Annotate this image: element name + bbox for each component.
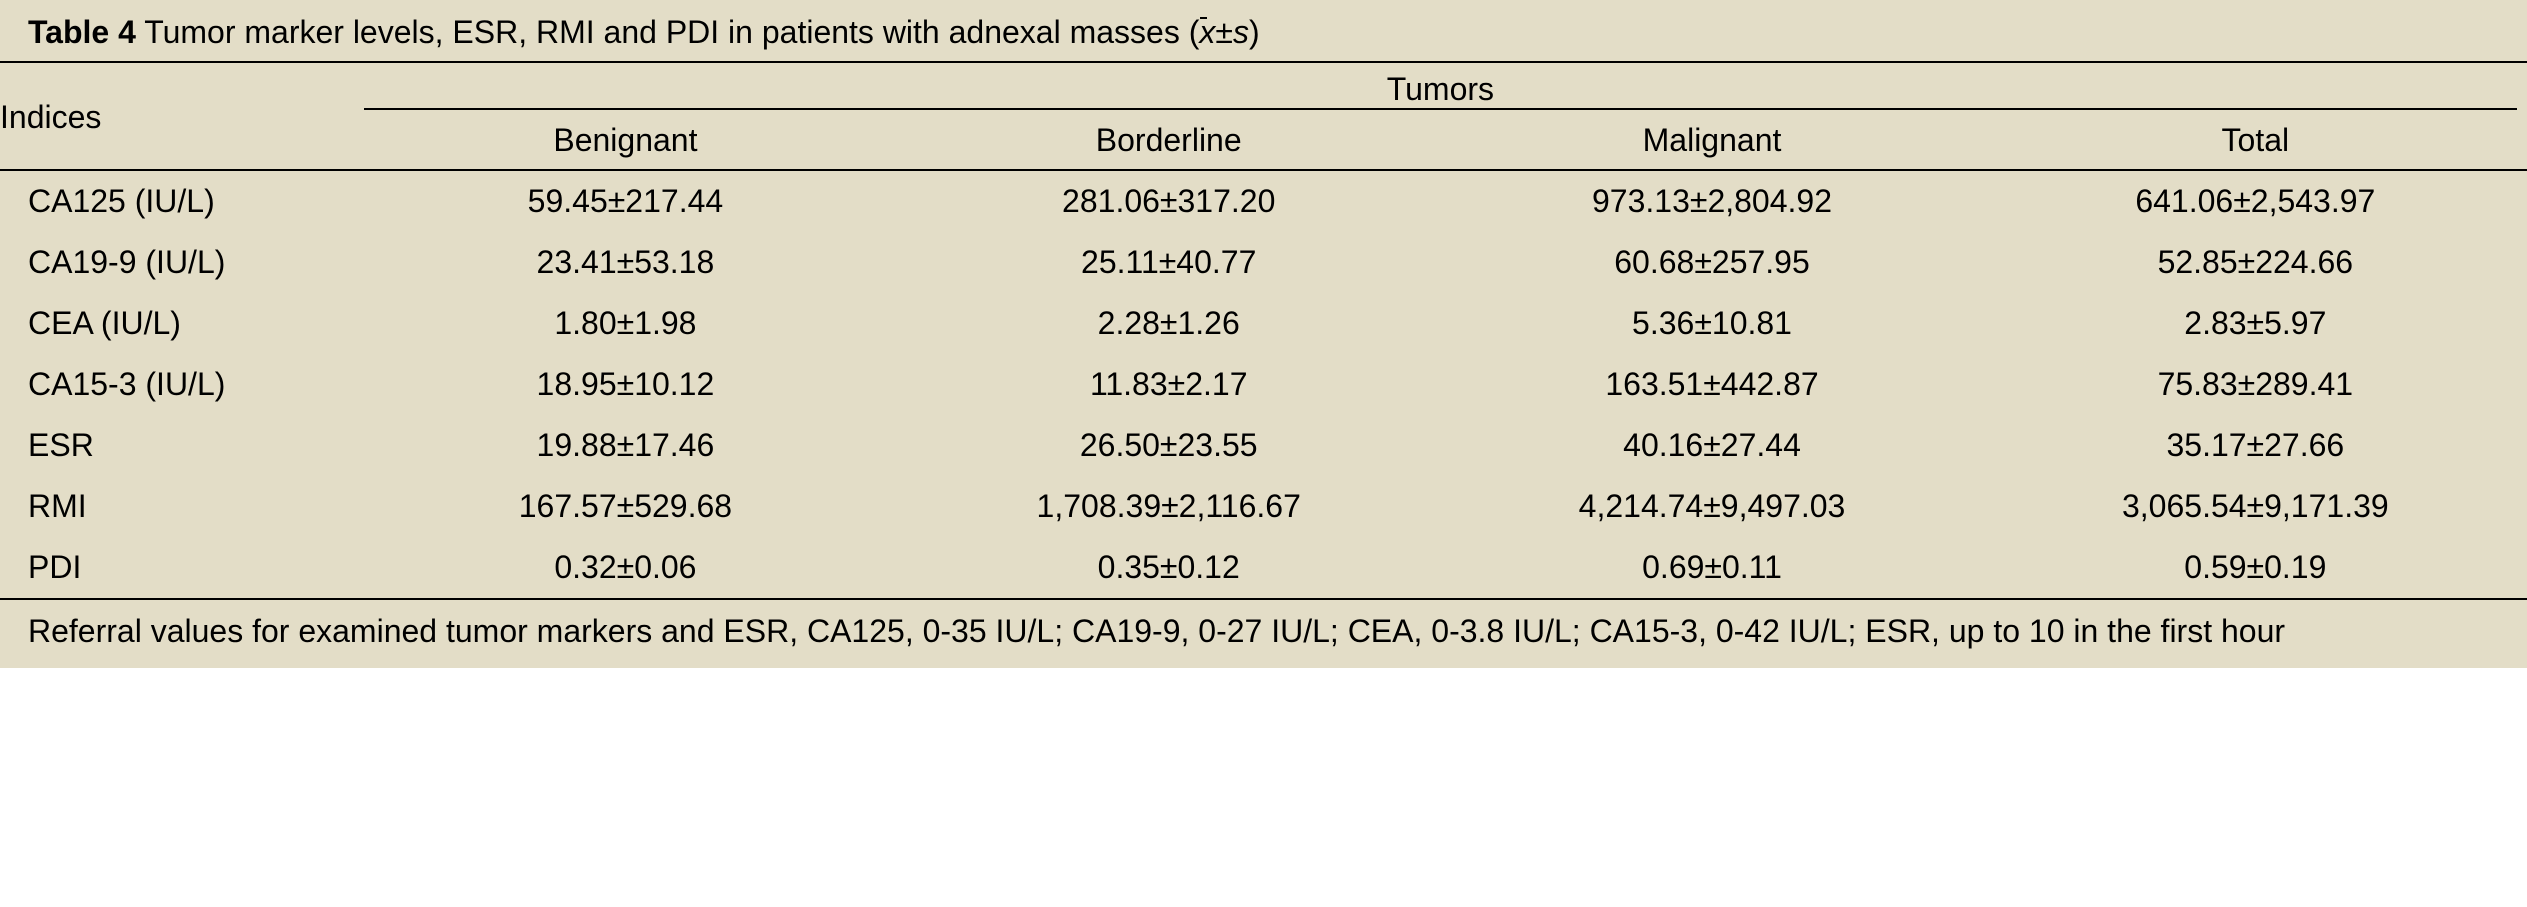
row-value: 1,708.39±2,116.67 [897,476,1440,537]
col-benignant: Benignant [354,116,897,170]
table-row: ESR19.88±17.4626.50±23.5540.16±27.4435.1… [0,415,2527,476]
row-value: 25.11±40.77 [897,232,1440,293]
row-label: RMI [0,476,354,537]
row-value: 0.32±0.06 [354,537,897,599]
table-footnote: Referral values for examined tumor marke… [0,600,2527,668]
table-4-container: Table 4 Tumor marker levels, ESR, RMI an… [0,0,2527,668]
table-row: PDI0.32±0.060.35±0.120.69±0.110.59±0.19 [0,537,2527,599]
table-body: CA125 (IU/L)59.45±217.44281.06±317.20973… [0,170,2527,599]
row-value: 2.28±1.26 [897,293,1440,354]
col-borderline: Borderline [897,116,1440,170]
row-value: 167.57±529.68 [354,476,897,537]
row-value: 23.41±53.18 [354,232,897,293]
data-table: Indices Tumors Benignant Borderline Mali… [0,63,2527,600]
caption-text: Tumor marker levels, ESR, RMI and PDI in… [136,14,1200,50]
caption-close: ) [1249,14,1260,50]
s-symbol: s [1233,14,1249,50]
xbar-symbol: x [1199,14,1215,51]
plus-minus: ± [1215,14,1233,50]
row-value: 40.16±27.44 [1440,415,1983,476]
row-label: CEA (IU/L) [0,293,354,354]
table-row: RMI167.57±529.681,708.39±2,116.674,214.7… [0,476,2527,537]
indices-header: Indices [0,63,354,170]
row-value: 35.17±27.66 [1984,415,2527,476]
row-value: 163.51±442.87 [1440,354,1983,415]
table-row: CA19-9 (IU/L)23.41±53.1825.11±40.7760.68… [0,232,2527,293]
row-value: 0.35±0.12 [897,537,1440,599]
table-row: CA15-3 (IU/L)18.95±10.1211.83±2.17163.51… [0,354,2527,415]
table-label: Table 4 [28,14,136,50]
col-malignant: Malignant [1440,116,1983,170]
row-value: 641.06±2,543.97 [1984,170,2527,232]
table-row: CEA (IU/L)1.80±1.982.28±1.265.36±10.812.… [0,293,2527,354]
row-value: 281.06±317.20 [897,170,1440,232]
row-value: 19.88±17.46 [354,415,897,476]
row-value: 1.80±1.98 [354,293,897,354]
row-label: PDI [0,537,354,599]
row-value: 60.68±257.95 [1440,232,1983,293]
col-total: Total [1984,116,2527,170]
row-value: 4,214.74±9,497.03 [1440,476,1983,537]
row-value: 18.95±10.12 [354,354,897,415]
row-value: 5.36±10.81 [1440,293,1983,354]
row-value: 52.85±224.66 [1984,232,2527,293]
tumors-spanner-cell: Tumors [354,63,2527,116]
spanner-rule [364,108,2517,110]
table-caption: Table 4 Tumor marker levels, ESR, RMI an… [0,0,2527,63]
header-row-1: Indices Tumors [0,63,2527,116]
row-value: 0.69±0.11 [1440,537,1983,599]
row-value: 3,065.54±9,171.39 [1984,476,2527,537]
row-value: 26.50±23.55 [897,415,1440,476]
row-value: 11.83±2.17 [897,354,1440,415]
tumors-spanner-label: Tumors [354,71,2527,108]
row-value: 75.83±289.41 [1984,354,2527,415]
row-value: 973.13±2,804.92 [1440,170,1983,232]
row-label: CA15-3 (IU/L) [0,354,354,415]
row-label: ESR [0,415,354,476]
row-value: 59.45±217.44 [354,170,897,232]
row-value: 2.83±5.97 [1984,293,2527,354]
table-row: CA125 (IU/L)59.45±217.44281.06±317.20973… [0,170,2527,232]
row-label: CA125 (IU/L) [0,170,354,232]
header-row-2: Benignant Borderline Malignant Total [0,116,2527,170]
row-label: CA19-9 (IU/L) [0,232,354,293]
row-value: 0.59±0.19 [1984,537,2527,599]
